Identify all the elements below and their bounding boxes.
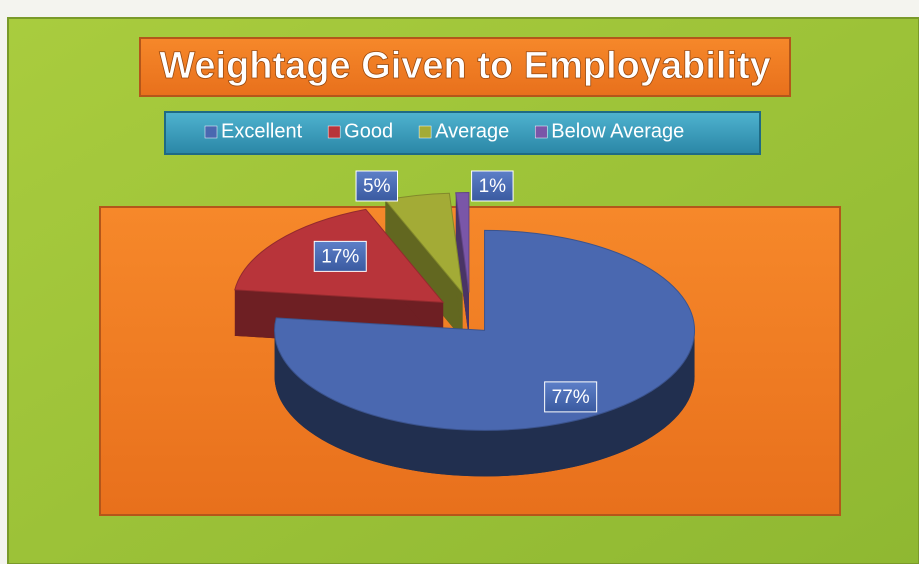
chart-title: Weightage Given to Employability: [159, 45, 771, 87]
data-label-box: [355, 170, 399, 202]
data-label-box: [313, 240, 367, 272]
legend-marker: [418, 125, 432, 139]
data-label: 77%: [552, 387, 590, 408]
slice-side: [455, 192, 469, 339]
data-label-box: [471, 170, 514, 202]
legend-label: Good: [344, 120, 393, 142]
slice: [455, 192, 470, 293]
pie: [234, 192, 695, 477]
legend-marker: [204, 125, 218, 139]
slice-side: [385, 200, 463, 340]
legend: Excellent Good Average Below Average: [204, 120, 684, 142]
data-label: 5%: [363, 176, 391, 197]
legend-label: Below Average: [551, 120, 684, 142]
legend-label: Excellent: [221, 120, 303, 142]
data-labels: 77% 17% 5% 1%: [313, 170, 598, 413]
legend-marker: [534, 125, 548, 139]
legend-marker: [327, 125, 341, 139]
data-label-box: [544, 381, 598, 413]
legend-box: [164, 111, 761, 155]
legend-label: Average: [435, 120, 509, 142]
slice: [274, 229, 695, 431]
data-label: 17%: [321, 246, 359, 267]
data-label: 1%: [479, 176, 507, 197]
slice-edge: [274, 330, 695, 477]
title-box: [139, 37, 791, 97]
